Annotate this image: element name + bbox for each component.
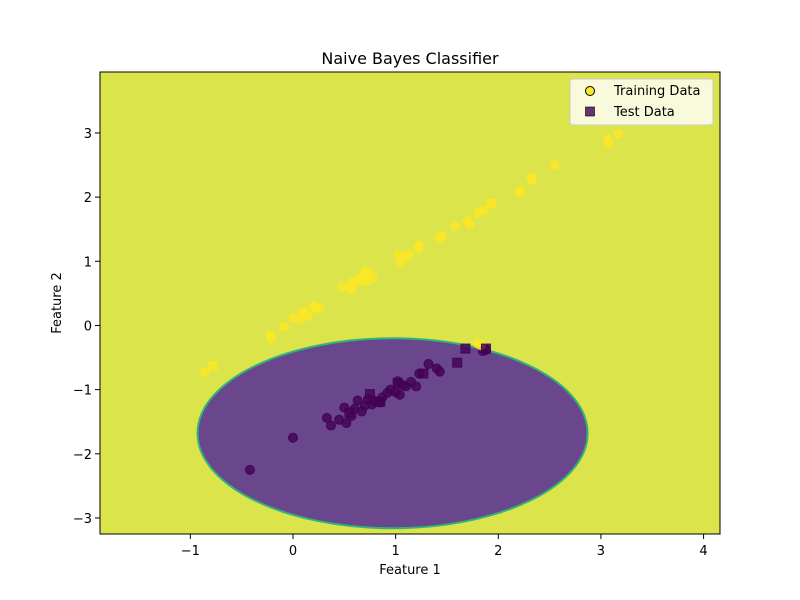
training-point-class-1-11 [337,281,348,292]
training-point-class-1-36 [613,129,624,140]
plot-frame [99,71,721,535]
y-axis: −3 −2 −1 0 1 2 3 [73,127,100,527]
training-point-class-0-6 [341,417,352,428]
y-tick-label: −1 [73,384,92,399]
training-point-class-0-27 [423,358,434,369]
chart-title: Naive Bayes Classifier [321,49,499,68]
training-point-class-0-29 [434,366,445,377]
training-point-class-0-2 [321,412,332,423]
training-point-class-1-23 [436,230,447,241]
test-point-class-1-4 [354,275,365,286]
test-point-class-0-6 [460,343,471,354]
x-tick-label: −1 [181,544,200,559]
legend-box [569,78,714,126]
training-point-class-0-3 [325,420,336,431]
y-tick-label: −3 [73,512,92,527]
x-axis: −1 0 1 2 3 4 [181,534,708,559]
test-point-class-0-4 [418,368,429,379]
legend-training-label: Training Data [613,84,700,99]
x-tick-label: 1 [391,544,399,559]
x-axis-label: Feature 1 [379,563,441,578]
test-point-class-0-3 [392,378,403,389]
training-point-class-1-32 [527,174,538,185]
training-point-class-1-28 [477,205,488,216]
test-point-class-1-5 [362,267,373,278]
x-tick-label: 3 [597,544,605,559]
plot-area [100,72,720,534]
training-point-class-1-8 [303,311,314,322]
training-point-class-1-30 [515,185,526,196]
training-point-class-0-0 [244,464,255,475]
test-point-class-0-2 [375,396,386,407]
test-point-class-1-6 [486,198,497,209]
training-point-class-0-25 [411,381,422,392]
legend-test-label: Test Data [613,105,675,120]
test-point-class-0-0 [344,407,355,418]
training-point-class-1-21 [414,240,425,251]
training-point-class-1-35 [604,138,615,149]
x-tick-label: 4 [699,544,707,559]
data-points [199,129,624,475]
test-point-class-0-1 [364,389,375,400]
test-point-class-0-5 [452,357,463,368]
training-point-class-0-1 [287,432,298,443]
training-point-class-1-0 [199,366,210,377]
test-point-class-1-0 [207,360,218,371]
y-tick-label: −2 [73,448,92,463]
x-tick-label: 0 [289,544,297,559]
y-tick-label: 3 [84,127,92,142]
y-tick-label: 1 [84,255,92,270]
y-tick-label: 2 [84,191,92,206]
x-tick-label: 2 [494,544,502,559]
training-point-class-1-24 [450,221,461,231]
legend-test-marker [585,106,595,117]
decision-region-class-0 [196,337,589,530]
training-point-class-1-26 [464,219,475,230]
legend-training-marker [585,86,595,96]
training-point-class-1-3 [278,321,289,332]
y-axis-label: Feature 2 [50,272,65,334]
training-point-class-1-2 [266,333,277,344]
training-point-class-0-21 [394,389,405,400]
test-point-class-0-7 [480,343,491,354]
training-point-class-0-9 [352,395,363,406]
training-point-class-1-19 [403,249,414,260]
test-point-class-1-1 [313,303,324,314]
y-tick-label: 0 [84,319,92,334]
training-point-class-1-33 [549,160,560,171]
legend: Training Data Test Data [569,78,714,126]
